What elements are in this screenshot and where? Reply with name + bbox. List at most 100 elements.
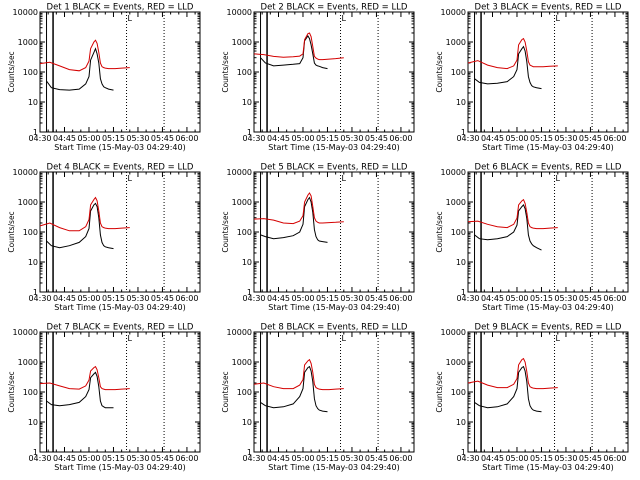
panel-6-y-tick-label: 10000 — [441, 168, 466, 177]
panel-9-events-line — [474, 365, 542, 413]
panel-5-x-tick-label: 04:45 — [267, 294, 290, 303]
panel-8-x-tick-label: 05:45 — [365, 454, 388, 463]
panel-5-y-tick-label: 10 — [242, 258, 252, 267]
panel-3-lld-line — [467, 37, 558, 70]
panel-1-x-tick-label: 06:00 — [175, 134, 198, 143]
panel-6-y-tick-label: 10 — [456, 258, 466, 267]
panel-3-marker-label: L — [556, 14, 561, 23]
panel-8-x-axis-label: Start Time (15-May-03 04:29:40) — [268, 463, 399, 472]
panel-8-y-tick-label: 1000 — [232, 358, 252, 367]
panel-3-y-tick-label: 10 — [456, 98, 466, 107]
panel-2-title: Det 2 BLACK = Events, RED = LLD — [261, 3, 408, 13]
panel-7-x-tick-label: 06:00 — [175, 454, 198, 463]
panel-5-title: Det 5 BLACK = Events, RED = LLD — [261, 163, 408, 173]
panel-8-x-tick-label: 04:30 — [242, 454, 265, 463]
panel-1-events-line — [46, 47, 114, 91]
panel-3-y-tick-label: 10000 — [441, 8, 466, 17]
panel-4-y-tick-label: 10000 — [13, 168, 38, 177]
panel-6-lld-line — [467, 198, 558, 230]
panel-1-x-tick-label: 04:30 — [28, 134, 51, 143]
panel-3-x-tick-label: 06:00 — [603, 134, 626, 143]
panel-3-y-tick-label: 1000 — [446, 38, 466, 47]
panel-2-x-axis-label: Start Time (15-May-03 04:29:40) — [268, 143, 399, 152]
panel-3-x-tick-label: 05:15 — [530, 134, 553, 143]
panel-3-title: Det 3 BLACK = Events, RED = LLD — [475, 3, 622, 13]
panel-1-y-tick-label: 10 — [28, 98, 38, 107]
panel-5-y-axis-label: Counts/sec — [221, 211, 230, 252]
panel-2-x-tick-label: 06:00 — [389, 134, 412, 143]
panel-6-x-tick-label: 05:00 — [505, 294, 528, 303]
panel-8-marker-label: L — [342, 334, 347, 343]
panel-1-y-axis-label: Counts/sec — [7, 51, 16, 92]
panel-8-events-line — [260, 365, 328, 413]
panel-9-x-tick-label: 05:30 — [554, 454, 577, 463]
panel-7-events-line — [46, 371, 114, 409]
panel-8-x-tick-label: 05:30 — [340, 454, 363, 463]
panel-7-x-axis-label: Start Time (15-May-03 04:29:40) — [54, 463, 185, 472]
panel-6-y-tick-label: 1 — [461, 288, 466, 297]
panel-3-events-line — [474, 45, 542, 90]
panel-6-x-tick-label: 04:30 — [456, 294, 479, 303]
panel-2-x-tick-label: 05:30 — [340, 134, 363, 143]
panel-1-y-tick-label: 100 — [23, 68, 38, 77]
panel-9-x-tick-label: 05:15 — [530, 454, 553, 463]
panel-9-x-tick-label: 04:45 — [481, 454, 504, 463]
panel-3-x-tick-label: 04:45 — [481, 134, 504, 143]
panel-7-x-tick-label: 05:30 — [126, 454, 149, 463]
panel-7-y-tick-label: 1 — [33, 448, 38, 457]
panel-4-plot-frame — [39, 171, 201, 293]
panel-9-lld-line — [467, 357, 558, 390]
panel-5-plot-frame — [253, 171, 415, 293]
panel-5-x-tick-label: 04:30 — [242, 294, 265, 303]
panel-9-x-tick-label: 04:30 — [456, 454, 479, 463]
panel-5-y-tick-label: 100 — [237, 228, 252, 237]
panel-1-x-axis-label: Start Time (15-May-03 04:29:40) — [54, 143, 185, 152]
panel-1-y-tick-label: 1000 — [18, 38, 38, 47]
panel-4-y-tick-label: 1000 — [18, 198, 38, 207]
panel-5-marker-label: L — [342, 174, 347, 183]
panel-6-y-tick-label: 100 — [451, 228, 466, 237]
panel-7-x-tick-label: 05:00 — [77, 454, 100, 463]
panel-9-y-axis-label: Counts/sec — [435, 371, 444, 412]
panel-9-x-tick-label: 05:00 — [505, 454, 528, 463]
panel-8-y-axis-label: Counts/sec — [221, 371, 230, 412]
panel-2-x-tick-label: 04:45 — [267, 134, 290, 143]
panel-6-events-line — [474, 203, 542, 251]
panel-3-x-tick-label: 05:00 — [505, 134, 528, 143]
panel-9-y-tick-label: 1000 — [446, 358, 466, 367]
panel-9-x-tick-label: 06:00 — [603, 454, 626, 463]
panel-1-marker-label: L — [128, 14, 133, 23]
panel-5-x-tick-label: 05:45 — [365, 294, 388, 303]
panel-8-lld-line — [253, 358, 344, 391]
panel-9-marker-label: L — [556, 334, 561, 343]
panel-2-y-tick-label: 100 — [237, 68, 252, 77]
panel-6-x-tick-label: 05:15 — [530, 294, 553, 303]
panel-9-x-tick-label: 05:45 — [579, 454, 602, 463]
panel-4-x-tick-label: 06:00 — [175, 294, 198, 303]
panel-6-y-tick-label: 1000 — [446, 198, 466, 207]
panel-3-plot-frame — [467, 11, 629, 133]
panel-6-x-tick-label: 04:45 — [481, 294, 504, 303]
panel-7-x-tick-label: 05:15 — [102, 454, 125, 463]
panel-5-x-tick-label: 06:00 — [389, 294, 412, 303]
panel-6-y-axis-label: Counts/sec — [435, 211, 444, 252]
panel-9-x-axis-label: Start Time (15-May-03 04:29:40) — [482, 463, 613, 472]
panel-2-plot-frame — [253, 11, 415, 133]
panel-7-y-tick-label: 10 — [28, 418, 38, 427]
panel-8-x-tick-label: 05:00 — [291, 454, 314, 463]
panel-7-x-tick-label: 04:45 — [53, 454, 76, 463]
panel-6-plot-frame — [467, 171, 629, 293]
panel-6-x-tick-label: 06:00 — [603, 294, 626, 303]
panel-7-x-tick-label: 05:45 — [151, 454, 174, 463]
panel-9-y-tick-label: 1 — [461, 448, 466, 457]
panel-9-y-tick-label: 10 — [456, 418, 466, 427]
panel-4-x-tick-label: 04:30 — [28, 294, 51, 303]
panel-1-x-tick-label: 05:00 — [77, 134, 100, 143]
panel-3-y-tick-label: 1 — [461, 128, 466, 137]
panel-6-title: Det 6 BLACK = Events, RED = LLD — [475, 163, 622, 173]
panel-1-y-tick-label: 10000 — [13, 8, 38, 17]
panel-2-y-tick-label: 10 — [242, 98, 252, 107]
panel-3-x-axis-label: Start Time (15-May-03 04:29:40) — [482, 143, 613, 152]
panel-4-x-tick-label: 05:45 — [151, 294, 174, 303]
